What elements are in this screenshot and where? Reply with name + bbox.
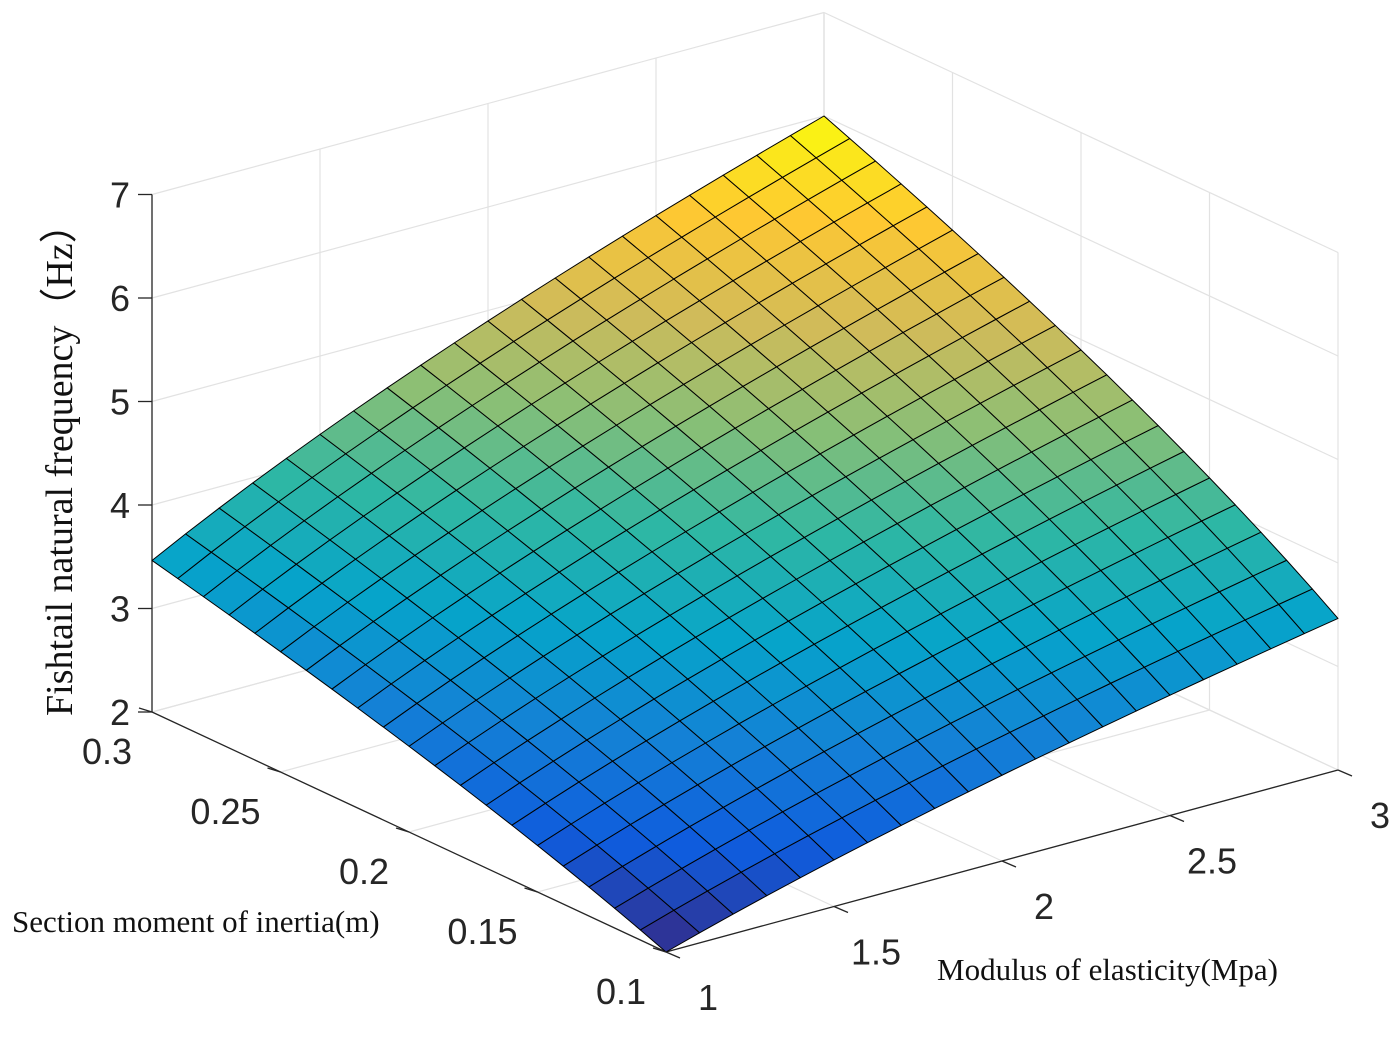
z-tick-label-1: 3: [110, 589, 130, 630]
back-wall-grid-z-5: [151, 11, 825, 196]
z-tick-label-3: 5: [110, 382, 130, 423]
z-tick-label-4: 6: [110, 278, 130, 319]
y-tick-label-2: 0.2: [339, 851, 389, 892]
z-tick-label-2: 4: [110, 485, 130, 526]
surface-patch-19-19: [789, 115, 851, 159]
x-tick-mark-0: [665, 951, 681, 959]
y-tick-mark-4: [138, 707, 153, 713]
x-axis-title: Modulus of elasticity(Mpa): [937, 952, 1278, 987]
side-wall-grid-z-4: [823, 115, 1339, 357]
z-tick-label-0: 2: [110, 692, 130, 733]
x-tick-label-2: 2: [1034, 886, 1054, 927]
z-axis-title: Fishtail natural frequency（Hz）: [39, 205, 81, 716]
x-tick-mark-2: [1001, 860, 1017, 868]
x-tick-label-0: 1: [698, 977, 718, 1018]
y-tick-mark-1: [524, 887, 538, 893]
y-tick-mark-3: [267, 767, 281, 773]
z-tick-label-5: 7: [110, 175, 130, 216]
y-tick-mark-0: [652, 947, 667, 953]
y-tick-label-4: 0.3: [82, 731, 132, 772]
y-tick-label-1: 0.15: [447, 911, 517, 952]
y-tick-label-0: 0.1: [596, 971, 646, 1012]
x-tick-label-1: 1.5: [851, 932, 901, 973]
x-tick-mark-3: [1169, 814, 1185, 823]
side-wall-grid-z-5: [823, 11, 1339, 254]
surface-mesh: [151, 115, 1339, 953]
y-tick-label-3: 0.25: [190, 791, 260, 832]
x-tick-label-4: 3: [1370, 795, 1390, 836]
back-wall-grid-z-4: [151, 115, 825, 299]
x-tick-label-3: 2.5: [1187, 841, 1237, 882]
y-axis-title: Section moment of inertia(m): [12, 904, 380, 939]
y-tick-mark-2: [395, 827, 410, 833]
x-tick-mark-1: [833, 905, 849, 914]
x-tick-mark-4: [1337, 769, 1353, 777]
